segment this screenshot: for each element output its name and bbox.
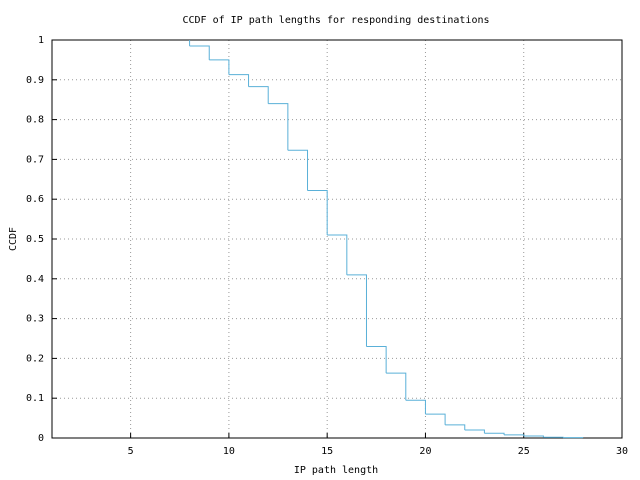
- x-tick-label: 10: [223, 446, 235, 457]
- y-tick-label: 0.7: [26, 154, 44, 165]
- plot-frame: [51, 39, 623, 439]
- y-axis-label: CCDF: [8, 227, 19, 251]
- y-tick-label: 0: [38, 433, 44, 444]
- step-segment: [504, 434, 525, 437]
- x-tick-label: 25: [518, 446, 530, 457]
- y-tick-label: 0.6: [26, 194, 44, 205]
- step-segment: [425, 413, 446, 425]
- chart-title: CCDF of IP path lengths for responding d…: [182, 15, 489, 26]
- y-tick-label: 1: [38, 35, 44, 46]
- step-segment: [248, 86, 269, 104]
- step-segment: [484, 432, 505, 435]
- step-segment: [209, 59, 230, 75]
- step-segment: [366, 345, 387, 374]
- step-segment: [189, 45, 210, 60]
- step-segment: [327, 234, 348, 275]
- y-tick-label: 0.4: [26, 274, 44, 285]
- y-tick-label: 0.9: [26, 75, 44, 86]
- step-segment: [268, 103, 289, 151]
- x-tick-label: 30: [616, 446, 628, 457]
- x-tick-label: 15: [321, 446, 333, 457]
- step-segment: [386, 372, 407, 401]
- step-segment: [405, 399, 426, 415]
- step-segment: [287, 149, 309, 191]
- x-tick-label: 5: [128, 446, 134, 457]
- step-segment: [307, 189, 328, 236]
- step-segment: [445, 424, 466, 431]
- y-tick-label: 0.8: [26, 115, 44, 126]
- step-segment: [346, 274, 367, 347]
- x-tick-label: 20: [419, 446, 431, 457]
- step-segment: [228, 74, 250, 87]
- step-segment: [464, 429, 485, 434]
- step-segment: [523, 435, 544, 438]
- y-tick-label: 0.2: [26, 353, 44, 364]
- y-tick-label: 0.1: [26, 393, 44, 404]
- y-tick-label: 0.5: [26, 234, 44, 245]
- x-axis-label: IP path length: [294, 465, 378, 476]
- y-tick-label: 0.3: [26, 314, 44, 325]
